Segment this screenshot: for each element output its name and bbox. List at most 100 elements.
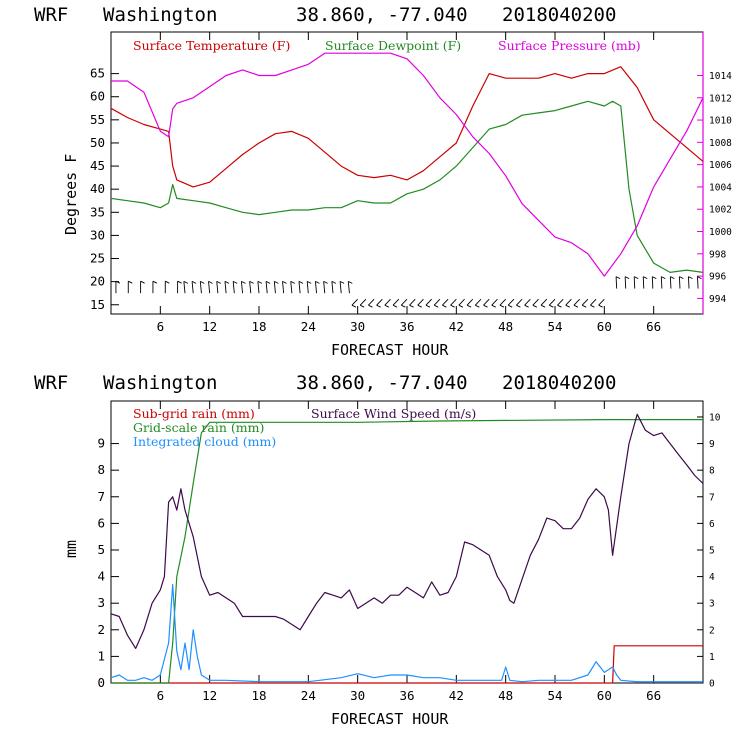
wind-barb-flag [643,276,648,280]
wind-barb [433,298,441,306]
y-tick-label: 5 [97,542,105,557]
wind-barb-flag [633,276,639,280]
y-tick-label: 55 [90,112,105,127]
x-tick-label: 48 [498,688,513,703]
wind-barb [540,298,548,306]
wind-barb [474,298,482,306]
wind-barb-flag [516,304,521,308]
top-y-axis-label: Degrees F [62,154,80,235]
wind-barb-flag [697,276,702,280]
wind-barb [425,298,432,306]
wind-barb-flag [401,304,406,308]
wind-barb-flag [128,280,133,284]
legend-surface-dewpoint: Surface Dewpoint (F) [325,38,461,53]
x-tick-label: 12 [202,319,217,334]
wind-barb [565,298,572,306]
bottom-header-model: WRF [34,372,68,394]
series-line-sub-grid-rain [111,645,703,684]
wind-barb [557,298,564,306]
bottom-panel: WRF Washington 38.860, -77.040 201804020… [34,372,721,728]
wind-barb-flag [491,304,496,308]
wind-barb-flag [298,280,304,284]
y-tick-label: 15 [90,297,105,312]
wind-barb-flag [670,276,675,280]
y2-tick-label: 0 [709,679,715,690]
y-tick-label: 45 [90,158,105,173]
wind-barb-flag [191,280,197,284]
wind-barb [624,276,627,289]
wind-barb-flag [165,280,170,284]
y-tick-label: 4 [97,569,105,584]
legend-sub-grid-rain: Sub-grid rain (mm) [133,406,255,421]
wind-barb [499,298,506,306]
wind-barb-flag [466,304,472,308]
wind-barb-flag [450,304,455,308]
top-header-location: Washington [103,4,217,26]
wind-barb [376,298,383,306]
x-tick-label: 48 [498,319,513,334]
wind-barb-flag [433,304,439,308]
wind-barb [232,281,235,294]
wind-barb [660,276,663,289]
wind-barb-flag [540,304,546,308]
wind-barb [491,298,498,306]
y-tick-label: 35 [90,204,105,219]
wind-barb-flag [557,304,562,308]
wind-barb [697,276,699,289]
x-tick-label: 42 [449,319,464,334]
top-series-lines [110,52,704,277]
wind-barb [216,281,219,294]
y2-tick-label: 1010 [709,116,732,127]
wind-barb [339,281,342,294]
wind-barb [347,281,350,294]
top-x-axis-label: FORECAST HOUR [331,341,449,359]
wind-barb-flag [384,304,390,308]
y-tick-label: 30 [90,227,105,242]
wind-barb [516,298,523,306]
wind-barb [314,281,318,294]
wind-barb [183,281,186,294]
y2-tick-label: 4 [709,572,715,583]
wind-barb [458,298,465,306]
wind-barb-flag [339,280,345,284]
wind-barb [240,281,244,294]
series-line-integrated-cloud [110,584,703,683]
wind-barb [417,298,424,306]
series-line-surface-wind-speed [110,413,704,649]
wind-barb [633,276,636,289]
wind-barb-flag [323,280,328,284]
wind-barb [573,298,580,306]
legend-integrated-cloud: Integrated cloud (mm) [133,434,276,449]
top-plot-frame [110,31,704,315]
wind-barb-flag [249,280,254,284]
y2-tick-label: 10 [709,412,721,423]
y2-tick-label: 1002 [709,205,732,216]
top-wind-barbs [115,276,702,308]
series-line-grid-scale-rain [111,419,703,684]
series-line-surface-temperature [110,66,704,188]
x-tick-label: 36 [399,688,414,703]
wind-barb [290,281,293,294]
wind-barb [331,281,334,294]
wind-barb [532,298,539,306]
wind-barb [384,298,391,306]
x-tick-label: 24 [301,688,316,703]
x-tick-label: 18 [251,688,266,703]
y2-tick-label: 996 [709,272,726,283]
wind-barb [249,281,252,294]
wind-barb-flag [241,280,246,284]
wind-barb-flag [409,304,414,308]
bottom-series-lines [110,413,704,684]
top-header-model: WRF [34,4,68,26]
top-header-coords: 38.860, -77.040 [296,4,468,26]
y2-tick-label: 1004 [709,182,732,193]
x-tick-label: 6 [157,688,165,703]
wind-barb-flag [306,280,312,284]
series-line-surface-pressure [111,52,704,277]
wind-barb [199,281,202,294]
y2-tick-label: 9 [709,439,715,450]
wind-barb [208,281,211,294]
wind-barb-flag [590,304,595,308]
wind-barb [359,298,367,306]
